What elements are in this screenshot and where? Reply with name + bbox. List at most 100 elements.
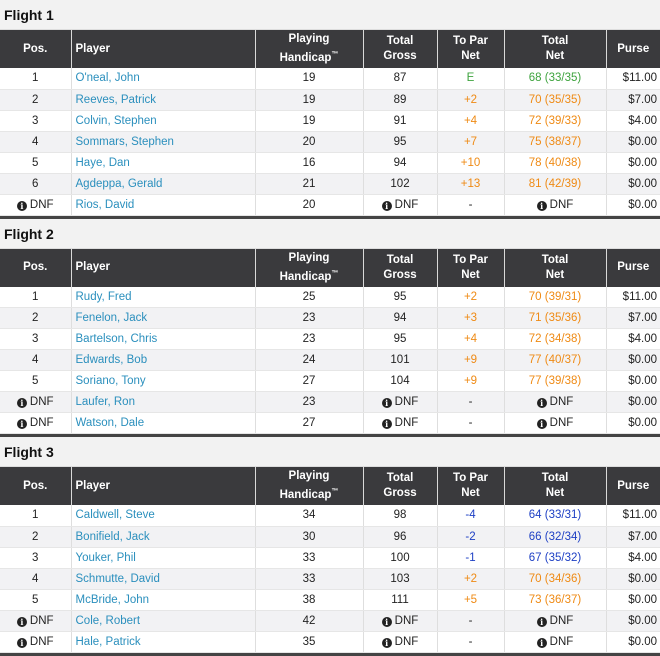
purse-cell: $0.00 — [606, 152, 660, 174]
player-link[interactable]: Colvin, Stephen — [71, 110, 256, 132]
purse-cell: $0.00 — [606, 173, 660, 195]
player-link[interactable]: Watson, Dale — [71, 412, 256, 434]
table-header-row: Pos. Player Playing Handicap™ Total Gross … — [0, 30, 660, 68]
col-net-header[interactable]: Total Net — [504, 467, 607, 505]
purse-cell: $4.00 — [606, 110, 660, 132]
info-icon[interactable]: i — [381, 616, 392, 627]
info-icon[interactable]: i — [381, 200, 392, 211]
flight-title: Flight 1 — [0, 0, 660, 30]
position-cell: i DNF — [0, 631, 72, 653]
info-icon[interactable]: i — [16, 398, 27, 408]
info-icon[interactable]: i — [16, 419, 27, 429]
col-topar-header[interactable]: To Par Net — [437, 248, 505, 287]
handicap-cell: 23 — [255, 307, 364, 329]
player-link[interactable]: Sommars, Stephen — [71, 131, 256, 153]
table-row: i DNF Laufer, Ron 23 i DNF - i DNF $0.00 — [0, 391, 660, 413]
col-gross-header[interactable]: Total Gross — [363, 30, 438, 68]
net-cell: 70 (35/35) — [504, 89, 607, 111]
player-link[interactable]: Hale, Patrick — [71, 631, 256, 653]
net-cell: 67 (35/32) — [504, 547, 607, 569]
gross-cell: 91 — [363, 110, 438, 132]
col-pos-header[interactable]: Pos. — [0, 248, 72, 287]
purse-cell: $0.00 — [606, 370, 660, 392]
position-cell: 3 — [0, 547, 72, 569]
player-link[interactable]: Laufer, Ron — [71, 391, 256, 413]
gross-cell: i DNF — [363, 631, 438, 653]
handicap-cell: 38 — [255, 589, 364, 611]
net-cell: 73 (36/37) — [504, 589, 607, 611]
col-pos-header[interactable]: Pos. — [0, 467, 72, 505]
gross-cell: i DNF — [363, 610, 438, 632]
handicap-cell: 34 — [255, 505, 364, 527]
gross-cell: 95 — [363, 286, 438, 308]
info-icon[interactable]: i — [381, 419, 392, 429]
player-link[interactable]: O'neal, John — [71, 68, 256, 90]
col-purse-header[interactable]: Purse — [617, 479, 650, 492]
to-par-cell: +7 — [437, 131, 505, 153]
position-cell: 6 — [0, 173, 72, 195]
col-player-header[interactable]: Player — [71, 467, 256, 505]
col-gross-header[interactable]: Total Gross — [363, 467, 438, 505]
purse-cell: $0.00 — [606, 194, 660, 216]
gross-cell: i DNF — [363, 391, 438, 413]
player-link[interactable]: Bonifield, Jack — [71, 526, 256, 548]
net-cell: 72 (39/33) — [504, 110, 607, 132]
info-icon[interactable]: i — [381, 637, 392, 648]
col-handicap-header[interactable]: Playing Handicap™ — [255, 30, 364, 68]
col-purse-header[interactable]: Purse — [617, 261, 650, 273]
player-link[interactable]: Youker, Phil — [71, 547, 256, 569]
table-row: i DNF Cole, Robert 42 i DNF - i DNF $0.00 — [0, 610, 660, 632]
col-topar-header[interactable]: To Par Net — [437, 30, 505, 68]
dnf-label: DNF — [29, 614, 54, 627]
player-link[interactable]: Rudy, Fred — [71, 286, 256, 308]
to-par-cell: - — [437, 610, 505, 632]
info-icon[interactable]: i — [536, 616, 547, 627]
col-handicap-header[interactable]: Playing Handicap™ — [255, 467, 364, 505]
to-par-cell: +4 — [437, 328, 505, 350]
info-icon[interactable]: i — [381, 398, 392, 408]
handicap-cell: 33 — [255, 568, 364, 590]
info-icon[interactable]: i — [536, 419, 547, 429]
player-link[interactable]: Fenelon, Jack — [71, 307, 256, 329]
table-row: 4 Schmutte, David 33 103 +2 70 (34/36) $0.00 — [0, 568, 660, 590]
col-net-header[interactable]: Total Net — [504, 248, 607, 287]
net-cell: 70 (34/36) — [504, 568, 607, 590]
col-player-header[interactable]: Player — [71, 30, 256, 68]
player-link[interactable]: McBride, John — [71, 589, 256, 611]
handicap-cell: 19 — [255, 110, 364, 132]
to-par-cell: +3 — [437, 307, 505, 329]
net-cell: 77 (40/37) — [504, 349, 607, 371]
info-icon[interactable]: i — [16, 637, 27, 648]
info-icon[interactable]: i — [16, 616, 27, 627]
gross-cell: 103 — [363, 568, 438, 590]
purse-cell: $4.00 — [606, 547, 660, 569]
col-player-header[interactable]: Player — [71, 248, 256, 287]
player-link[interactable]: Agdeppa, Gerald — [71, 173, 256, 195]
col-handicap-header[interactable]: Playing Handicap™ — [255, 248, 364, 287]
net-cell: i DNF — [504, 412, 607, 434]
dnf-label: DNF — [549, 635, 574, 648]
to-par-cell: -1 — [437, 547, 505, 569]
to-par-cell: E — [437, 68, 505, 90]
player-link[interactable]: Cole, Robert — [71, 610, 256, 632]
col-topar-header[interactable]: To Par Net — [437, 467, 505, 505]
player-link[interactable]: Edwards, Bob — [71, 349, 256, 371]
player-link[interactable]: Haye, Dan — [71, 152, 256, 174]
info-icon[interactable]: i — [16, 200, 27, 211]
player-link[interactable]: Soriano, Tony — [71, 370, 256, 392]
player-link[interactable]: Caldwell, Steve — [71, 505, 256, 527]
player-link[interactable]: Bartelson, Chris — [71, 328, 256, 350]
player-link[interactable]: Rios, David — [71, 194, 256, 216]
results-table: Pos. Player Playing Handicap™ Total Gross … — [0, 467, 660, 653]
info-icon[interactable]: i — [536, 637, 547, 648]
info-icon[interactable]: i — [536, 398, 547, 408]
player-link[interactable]: Reeves, Patrick — [71, 89, 256, 111]
position-cell: 3 — [0, 110, 72, 132]
col-pos-header[interactable]: Pos. — [0, 30, 72, 68]
col-gross-header[interactable]: Total Gross — [363, 248, 438, 287]
purse-cell: $7.00 — [606, 526, 660, 548]
info-icon[interactable]: i — [536, 200, 547, 211]
player-link[interactable]: Schmutte, David — [71, 568, 256, 590]
col-net-header[interactable]: Total Net — [504, 30, 607, 68]
col-purse-header[interactable]: Purse — [617, 42, 650, 55]
